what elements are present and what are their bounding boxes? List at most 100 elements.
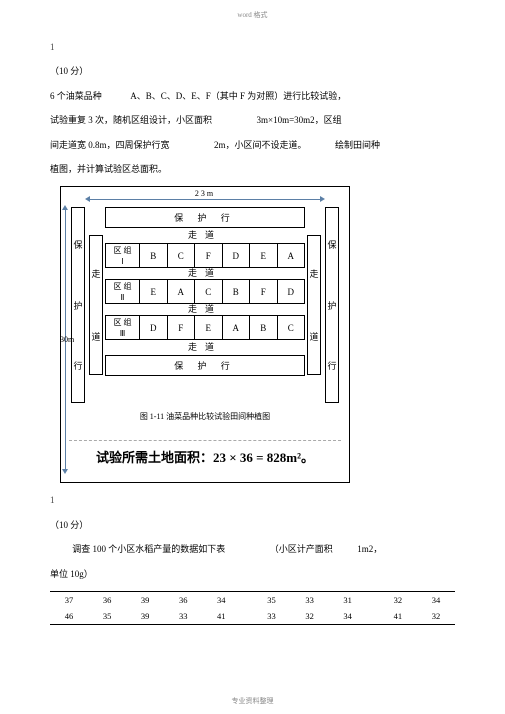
q1-l3b: 2m，小区间不设走道。: [214, 140, 307, 150]
q1-l1a: 6 个油菜品种: [50, 91, 102, 101]
data-cell: 35: [252, 591, 290, 608]
q2-l1c: 1m2，: [357, 544, 382, 554]
plot-cell: C: [278, 316, 305, 339]
plot-cell: A: [278, 244, 305, 267]
plot-cell: E: [195, 316, 223, 339]
data-cell: 31: [329, 591, 367, 608]
data-cell: 34: [329, 608, 367, 625]
q1-line3: 间走道宽 0.8m，四周保护行宽 2m，小区间不设走道。 绘制田间种: [50, 138, 455, 152]
plot-cell: E: [250, 244, 278, 267]
data-cell: 39: [126, 608, 164, 625]
char-hu: 护: [73, 299, 82, 312]
q1-number: 1: [50, 40, 455, 54]
q1-line1: 6 个油菜品种 A、B、C、D、E、F（其中 F 为对照）进行比较试验，: [50, 89, 455, 103]
width-label: 23m: [61, 189, 349, 198]
data-cell: 33: [291, 591, 329, 608]
plot-cell: A: [168, 280, 196, 303]
top-protect-row: 保 护 行: [105, 207, 305, 228]
q1-l2a: 试验重复 3 次，随机区组设计，小区面积: [50, 115, 212, 125]
diagram-caption: 图 1-11 油菜品种比较试验田间种植图: [69, 411, 341, 422]
height-label: 30m: [60, 335, 74, 344]
plot-cell: D: [278, 280, 305, 303]
plot-blocks: 区 组ⅠBCFDEA走道区 组ⅡEACBFD走道区 组ⅢDFEABC: [105, 243, 305, 340]
q2-l1b: （小区计产面积: [270, 544, 333, 554]
char-dao: 道: [91, 330, 100, 343]
q1-l3a: 间走道宽 0.8m，四周保护行宽: [50, 140, 170, 150]
q1-l2b: 3m×10m=30m2，区组: [257, 115, 342, 125]
table-row: 4635393341 333234 4132: [50, 608, 455, 625]
data-cell: 41: [379, 608, 417, 625]
walk-1: 走道: [105, 230, 305, 241]
q2-number: 1: [50, 493, 455, 507]
plot-cell: D: [223, 244, 251, 267]
data-cell: 34: [417, 591, 455, 608]
q2-line1: 调查 100 个小区水稻产量的数据如下表 （小区计产面积 1m2，: [50, 542, 455, 556]
q1-l3c: 绘制田间种: [335, 140, 380, 150]
data-cell: 35: [88, 608, 126, 625]
data-cell: [367, 608, 379, 625]
plot-cell: B: [250, 316, 278, 339]
char-bao: 保: [327, 238, 336, 251]
char-bao: 保: [73, 238, 82, 251]
data-cell: 34: [202, 591, 240, 608]
plot-cell: D: [140, 316, 168, 339]
char-xing: 行: [327, 359, 336, 372]
plot-block: 区 组ⅢDFEABC: [105, 315, 305, 340]
plot-cell: A: [223, 316, 251, 339]
char-dao: 道: [309, 330, 318, 343]
plot-block: 区 组ⅡEACBFD: [105, 279, 305, 304]
walk-between: 走道: [105, 268, 305, 279]
data-cell: [367, 591, 379, 608]
char-zou: 走: [91, 267, 100, 280]
q1-l1b: A、B、C、D、E、F（其中 F 为对照）进行比较试验，: [130, 91, 346, 101]
bottom-protect-row: 保 护 行: [105, 355, 305, 376]
data-cell: [240, 591, 252, 608]
right-walk-col: 走 道: [307, 235, 321, 375]
data-cell: 39: [126, 591, 164, 608]
table-row: 3736393634 353331 3234: [50, 591, 455, 608]
plot-cell: E: [140, 280, 168, 303]
data-cell: 37: [50, 591, 88, 608]
header-tag: word 格式: [50, 10, 455, 20]
char-zou: 走: [309, 267, 318, 280]
walk-between: 走道: [105, 304, 305, 315]
q2-points: （10 分）: [50, 518, 455, 532]
width-dim-line: [89, 199, 321, 200]
data-cell: 32: [379, 591, 417, 608]
plot-cell: F: [195, 244, 223, 267]
data-cell: 32: [417, 608, 455, 625]
footer-tag: 专业资料整理: [0, 696, 505, 706]
data-cell: 33: [164, 608, 202, 625]
char-hu: 护: [327, 299, 336, 312]
data-table: 3736393634 353331 3234 4635393341 333234…: [50, 591, 455, 625]
data-cell: 33: [252, 608, 290, 625]
data-cell: [240, 608, 252, 625]
plot-block: 区 组ⅠBCFDEA: [105, 243, 305, 268]
walk-bottom: 走道: [105, 342, 305, 353]
data-cell: 41: [202, 608, 240, 625]
right-protect-col: 保 护 行: [325, 207, 339, 403]
q1-points: （10 分）: [50, 64, 455, 78]
q1-line2: 试验重复 3 次，随机区组设计，小区面积 3m×10m=30m2，区组: [50, 113, 455, 127]
plot-cell: C: [168, 244, 196, 267]
data-cell: 32: [291, 608, 329, 625]
left-walk-col: 走 道: [89, 235, 103, 375]
data-cell: 36: [88, 591, 126, 608]
area-result: 试验所需土地面积：23 × 36 = 828m²。: [69, 440, 341, 466]
char-xing: 行: [73, 359, 82, 372]
field-diagram: 23m 30m 保 护 行 走 道 保 护 行 走道 区 组ⅠBCFDEA走道区…: [60, 186, 350, 483]
data-cell: 46: [50, 608, 88, 625]
plot-cell: B: [223, 280, 251, 303]
plot-cell: F: [168, 316, 196, 339]
left-protect-col: 保 护 行: [71, 207, 85, 403]
plot-cell: F: [250, 280, 278, 303]
group-header: 区 组Ⅰ: [106, 244, 140, 267]
group-header: 区 组Ⅲ: [106, 316, 140, 339]
plot-cell: B: [140, 244, 168, 267]
q1-line4: 植图，并计算试验区总面积。: [50, 162, 455, 176]
diagram-center: 保 护 行 走道 区 组ⅠBCFDEA走道区 组ⅡEACBFD走道区 组ⅢDFE…: [105, 207, 305, 403]
plot-cell: C: [195, 280, 223, 303]
q2-line2: 单位 10g）: [50, 567, 455, 581]
group-header: 区 组Ⅱ: [106, 280, 140, 303]
data-cell: 36: [164, 591, 202, 608]
